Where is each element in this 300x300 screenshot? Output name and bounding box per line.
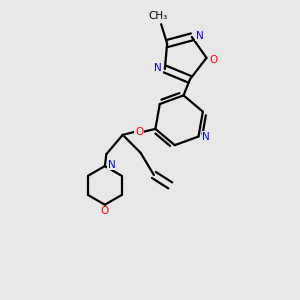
Text: CH₃: CH₃ <box>148 11 168 21</box>
Text: O: O <box>101 206 109 216</box>
Text: N: N <box>202 131 210 142</box>
Text: N: N <box>154 63 162 74</box>
Text: N: N <box>107 160 115 170</box>
Text: O: O <box>209 55 217 65</box>
Text: O: O <box>135 127 143 137</box>
Text: N: N <box>196 31 203 41</box>
